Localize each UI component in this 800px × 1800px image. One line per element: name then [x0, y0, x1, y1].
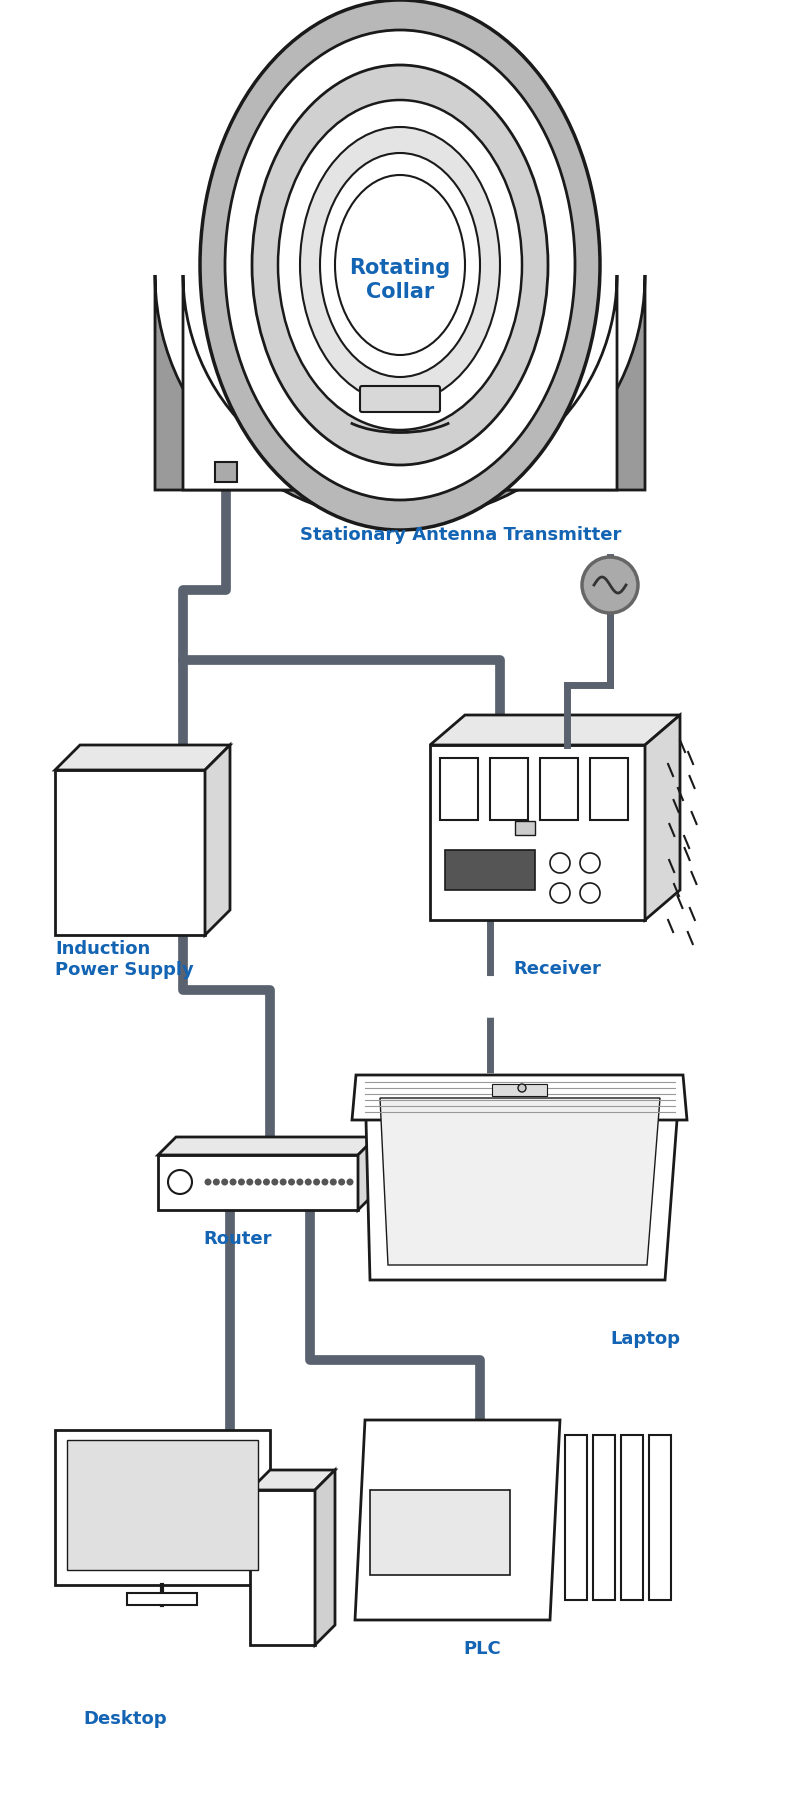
PathPatch shape	[183, 275, 617, 491]
Polygon shape	[645, 715, 680, 920]
Ellipse shape	[225, 31, 575, 500]
FancyBboxPatch shape	[621, 1435, 643, 1600]
Polygon shape	[380, 1098, 660, 1265]
Text: Laptop: Laptop	[610, 1330, 680, 1348]
Circle shape	[280, 1179, 286, 1186]
Circle shape	[230, 1179, 237, 1186]
Polygon shape	[55, 770, 205, 934]
Polygon shape	[430, 745, 645, 920]
Text: PLC: PLC	[463, 1640, 501, 1658]
FancyBboxPatch shape	[360, 385, 440, 412]
Circle shape	[580, 853, 600, 873]
Circle shape	[246, 1179, 254, 1186]
Circle shape	[168, 1170, 192, 1193]
Circle shape	[518, 1084, 526, 1093]
Polygon shape	[355, 1420, 560, 1620]
FancyBboxPatch shape	[590, 758, 628, 821]
Ellipse shape	[200, 0, 600, 529]
Text: Desktop: Desktop	[83, 1710, 167, 1728]
Polygon shape	[250, 1471, 335, 1490]
PathPatch shape	[155, 275, 645, 520]
Ellipse shape	[320, 153, 480, 376]
Polygon shape	[158, 1156, 358, 1210]
Circle shape	[296, 1179, 303, 1186]
Circle shape	[305, 1179, 312, 1186]
Circle shape	[288, 1179, 295, 1186]
Circle shape	[254, 1179, 262, 1186]
Circle shape	[330, 1179, 337, 1186]
Polygon shape	[365, 1080, 680, 1280]
Polygon shape	[358, 1138, 376, 1210]
Ellipse shape	[278, 101, 522, 430]
Circle shape	[222, 1179, 228, 1186]
Polygon shape	[250, 1490, 315, 1645]
Circle shape	[271, 1179, 278, 1186]
Circle shape	[550, 853, 570, 873]
Polygon shape	[158, 1138, 376, 1156]
Polygon shape	[352, 1075, 687, 1120]
Circle shape	[346, 1179, 354, 1186]
FancyBboxPatch shape	[540, 758, 578, 821]
Polygon shape	[315, 1471, 335, 1645]
Ellipse shape	[252, 65, 548, 464]
Circle shape	[322, 1179, 329, 1186]
FancyBboxPatch shape	[593, 1435, 615, 1600]
Bar	[515, 821, 535, 835]
Bar	[215, 463, 237, 482]
FancyBboxPatch shape	[565, 1435, 587, 1600]
Circle shape	[313, 1179, 320, 1186]
FancyBboxPatch shape	[440, 758, 478, 821]
Circle shape	[238, 1179, 245, 1186]
Circle shape	[580, 884, 600, 904]
Circle shape	[213, 1179, 220, 1186]
Bar	[127, 1593, 197, 1606]
Bar	[445, 850, 535, 889]
Polygon shape	[55, 745, 230, 770]
Bar	[370, 1490, 510, 1575]
Bar	[67, 1440, 258, 1570]
Circle shape	[582, 556, 638, 614]
Ellipse shape	[300, 128, 500, 403]
FancyBboxPatch shape	[649, 1435, 671, 1600]
Text: Stationary Antenna Transmitter: Stationary Antenna Transmitter	[300, 526, 622, 544]
Circle shape	[338, 1179, 345, 1186]
Text: Induction
Power Supply: Induction Power Supply	[55, 940, 194, 979]
Circle shape	[550, 884, 570, 904]
Ellipse shape	[335, 175, 465, 355]
Circle shape	[263, 1179, 270, 1186]
Polygon shape	[205, 745, 230, 934]
Circle shape	[205, 1179, 211, 1186]
Text: Router: Router	[204, 1229, 272, 1247]
Bar	[492, 1084, 547, 1096]
FancyBboxPatch shape	[490, 758, 528, 821]
Text: Receiver: Receiver	[513, 959, 601, 977]
Bar	[55, 1429, 270, 1586]
Polygon shape	[430, 715, 680, 745]
Text: Rotating
Collar: Rotating Collar	[350, 259, 450, 302]
